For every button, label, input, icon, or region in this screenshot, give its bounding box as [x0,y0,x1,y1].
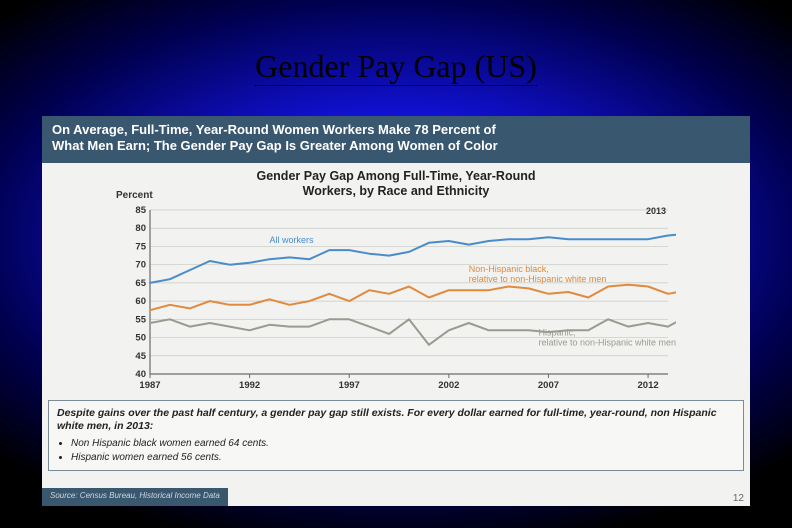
svg-text:55: 55 [135,314,146,325]
slide-title-text: Gender Pay Gap (US) [255,48,537,86]
svg-text:relative to non-Hispanic white: relative to non-Hispanic white men [469,274,607,284]
svg-text:1992: 1992 [239,380,260,391]
page-number: 12 [733,493,744,504]
svg-text:1997: 1997 [339,380,360,391]
svg-text:50: 50 [135,332,146,343]
svg-text:Non-Hispanic black,: Non-Hispanic black, [469,264,549,274]
footnote-box: Despite gains over the past half century… [48,400,744,471]
svg-text:2002: 2002 [438,380,459,391]
footnote-lead: Despite gains over the past half century… [57,407,735,434]
svg-text:80: 80 [135,223,146,234]
svg-text:85: 85 [135,205,146,216]
footnote-bullet-2: Hispanic women earned 56 cents. [71,451,735,465]
svg-text:2007: 2007 [538,380,559,391]
headline-bar: On Average, Full-Time, Year-Round Women … [42,116,750,163]
svg-text:40: 40 [135,369,146,380]
footnote-list: Non Hispanic black women earned 64 cents… [71,437,735,464]
source-bar: Source: Census Bureau, Historical Income… [42,488,228,506]
chart-panel: On Average, Full-Time, Year-Round Women … [42,116,750,506]
footnote-bullet-1: Non Hispanic black women earned 64 cents… [71,437,735,451]
svg-text:60: 60 [135,296,146,307]
svg-text:Hispanic,: Hispanic, [539,327,576,337]
slide: Gender Pay Gap (US) On Average, Full-Tim… [0,0,792,528]
headline-line1: On Average, Full-Time, Year-Round Women … [52,122,740,138]
plot-area: Percent 40455055606570758085198719921997… [116,204,676,394]
svg-text:1987: 1987 [139,380,160,391]
y-axis-label: Percent [116,190,153,201]
line-chart: 40 45 50 55 60 65 70 75 80 85 1987 1992 1997 2002 2007… [116,204,676,394]
svg-text:2012: 2012 [638,380,659,391]
svg-text:All workers: All workers [270,235,315,245]
svg-text:65: 65 [135,278,146,289]
slide-title: Gender Pay Gap (US) [0,48,792,85]
svg-text:45: 45 [135,351,146,362]
headline-line2: What Men Earn; The Gender Pay Gap Is Gre… [52,138,740,154]
svg-text:2013: 2013 [646,206,666,216]
svg-text:relative to non-Hispanic white: relative to non-Hispanic white men [539,337,677,347]
svg-text:75: 75 [135,241,146,252]
chart-title-line1: Gender Pay Gap Among Full-Time, Year-Rou… [42,169,750,185]
svg-text:70: 70 [135,259,146,270]
